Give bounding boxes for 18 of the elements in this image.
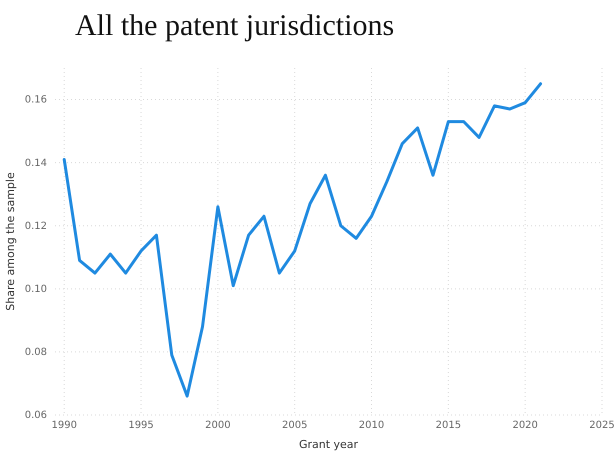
y-axis-title: Share among the sample xyxy=(4,172,17,311)
x-tick-label: 2020 xyxy=(512,420,538,432)
x-tick-label: 2000 xyxy=(205,420,231,432)
y-tick-label: 0.16 xyxy=(24,94,47,106)
x-tick-label: 2025 xyxy=(589,420,615,432)
y-tick-label: 0.08 xyxy=(24,347,47,358)
chart-title: All the patent jurisdictions xyxy=(75,9,394,42)
x-tick-label: 2005 xyxy=(282,420,308,432)
y-tick-label: 0.10 xyxy=(24,284,47,296)
x-tick-label: 2010 xyxy=(358,420,384,432)
x-tick-label: 2015 xyxy=(436,420,462,432)
line-series xyxy=(62,82,542,398)
x-tick-label: 1995 xyxy=(128,420,154,432)
y-tick-label: 0.14 xyxy=(24,158,47,169)
y-tick-label: 0.06 xyxy=(24,410,47,422)
x-tick-label: 1990 xyxy=(51,420,77,432)
y-tick-label: 0.12 xyxy=(24,220,47,232)
x-axis-title: Grant year xyxy=(298,438,359,451)
